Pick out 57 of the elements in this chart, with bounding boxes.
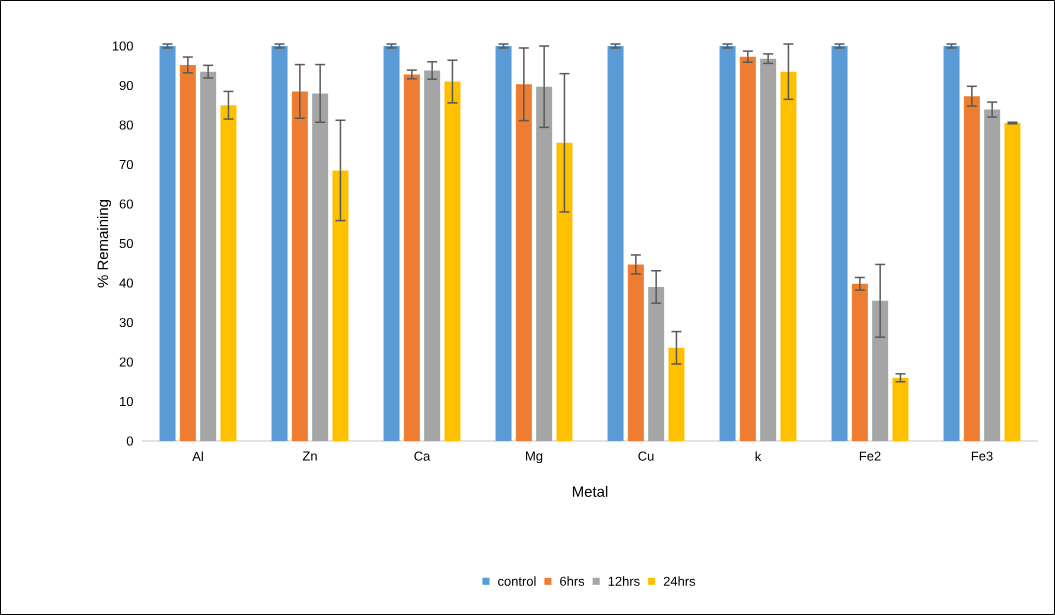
- y-tick-label: 70: [119, 159, 133, 170]
- bar: [780, 71, 797, 441]
- y-tick-label: 30: [119, 317, 133, 328]
- bar: [627, 264, 644, 441]
- bar: [403, 74, 420, 441]
- y-tick-label: 100: [112, 41, 133, 51]
- bar: [179, 64, 196, 441]
- bar: [963, 96, 980, 441]
- y-tick-label: 40: [119, 278, 133, 288]
- bar: [739, 56, 756, 441]
- bar: [495, 45, 512, 441]
- x-tick-label: Ca: [414, 451, 431, 461]
- y-tick-label: 50: [119, 238, 133, 249]
- bar: [719, 45, 736, 441]
- y-tick-label: 0: [126, 436, 133, 446]
- legend-label: 6hrs: [560, 576, 585, 586]
- y-tick-label: 20: [119, 357, 133, 367]
- bar: [607, 45, 624, 441]
- bar: [383, 45, 400, 441]
- bar: [943, 45, 960, 441]
- legend-label: 12hrs: [608, 576, 640, 586]
- bar: [872, 300, 889, 441]
- bar: [291, 91, 308, 441]
- x-tick-label: Mg: [526, 451, 543, 464]
- bar: [220, 105, 237, 441]
- y-tick-label: 60: [119, 199, 133, 209]
- legend-label: control: [498, 576, 536, 586]
- x-axis-title: Metal: [572, 485, 608, 497]
- bar: [668, 347, 685, 441]
- y-axis-title: % Remaining: [97, 200, 112, 288]
- bar: [200, 71, 217, 441]
- bar: [831, 45, 848, 441]
- bar: [271, 45, 288, 441]
- x-tick-label: Cu: [638, 451, 654, 461]
- bar: [515, 84, 532, 441]
- bar: [556, 142, 573, 441]
- bar: [648, 286, 665, 441]
- bar: [892, 377, 909, 441]
- bar: [424, 70, 441, 441]
- bar: [159, 45, 176, 441]
- bar: [536, 86, 553, 441]
- bar: [1004, 123, 1021, 441]
- legend-label: 24hrs: [663, 576, 696, 586]
- bar: [760, 58, 777, 441]
- y-tick-label: 80: [119, 120, 133, 130]
- x-tick-label: Fe2: [859, 451, 881, 461]
- y-tick-label: 90: [119, 80, 133, 91]
- x-tick-label: Al: [192, 451, 203, 461]
- bar: [312, 93, 329, 441]
- bar: [332, 170, 349, 441]
- y-tick-label: 10: [120, 396, 133, 407]
- x-tick-label: Fe3: [971, 451, 993, 461]
- bar: [444, 81, 461, 441]
- x-tick-label: k: [755, 451, 762, 461]
- bar: [851, 283, 868, 441]
- x-tick-label: Zn: [302, 451, 317, 461]
- bar: [984, 109, 1001, 441]
